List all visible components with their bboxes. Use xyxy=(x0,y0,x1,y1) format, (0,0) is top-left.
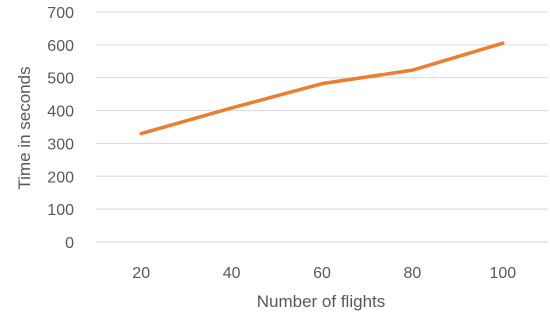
y-tick-label: 0 xyxy=(65,235,74,252)
y-tick-label: 200 xyxy=(47,169,74,186)
y-tick-label: 300 xyxy=(47,136,74,153)
y-tick-label: 700 xyxy=(47,5,74,22)
y-tick-label: 100 xyxy=(47,202,74,219)
series-layer xyxy=(139,41,505,136)
y-tick-label: 500 xyxy=(47,71,74,88)
series-line-0 xyxy=(139,41,505,136)
y-axis-ticks: 0 100 200 300 400 500 600 700 xyxy=(47,5,74,252)
x-tick-label: 80 xyxy=(404,265,422,282)
y-axis-title: Time in seconds xyxy=(15,66,34,189)
x-tick-label: 40 xyxy=(223,265,241,282)
gridlines xyxy=(96,11,548,243)
x-tick-label: 60 xyxy=(313,265,331,282)
x-tick-label: 20 xyxy=(132,265,150,282)
y-tick-label: 600 xyxy=(47,38,74,55)
x-tick-label: 100 xyxy=(489,265,516,282)
x-axis-title: Number of flights xyxy=(257,292,386,311)
y-tick-label: 400 xyxy=(47,104,74,121)
x-axis-ticks: 20 40 60 80 100 xyxy=(132,265,516,282)
